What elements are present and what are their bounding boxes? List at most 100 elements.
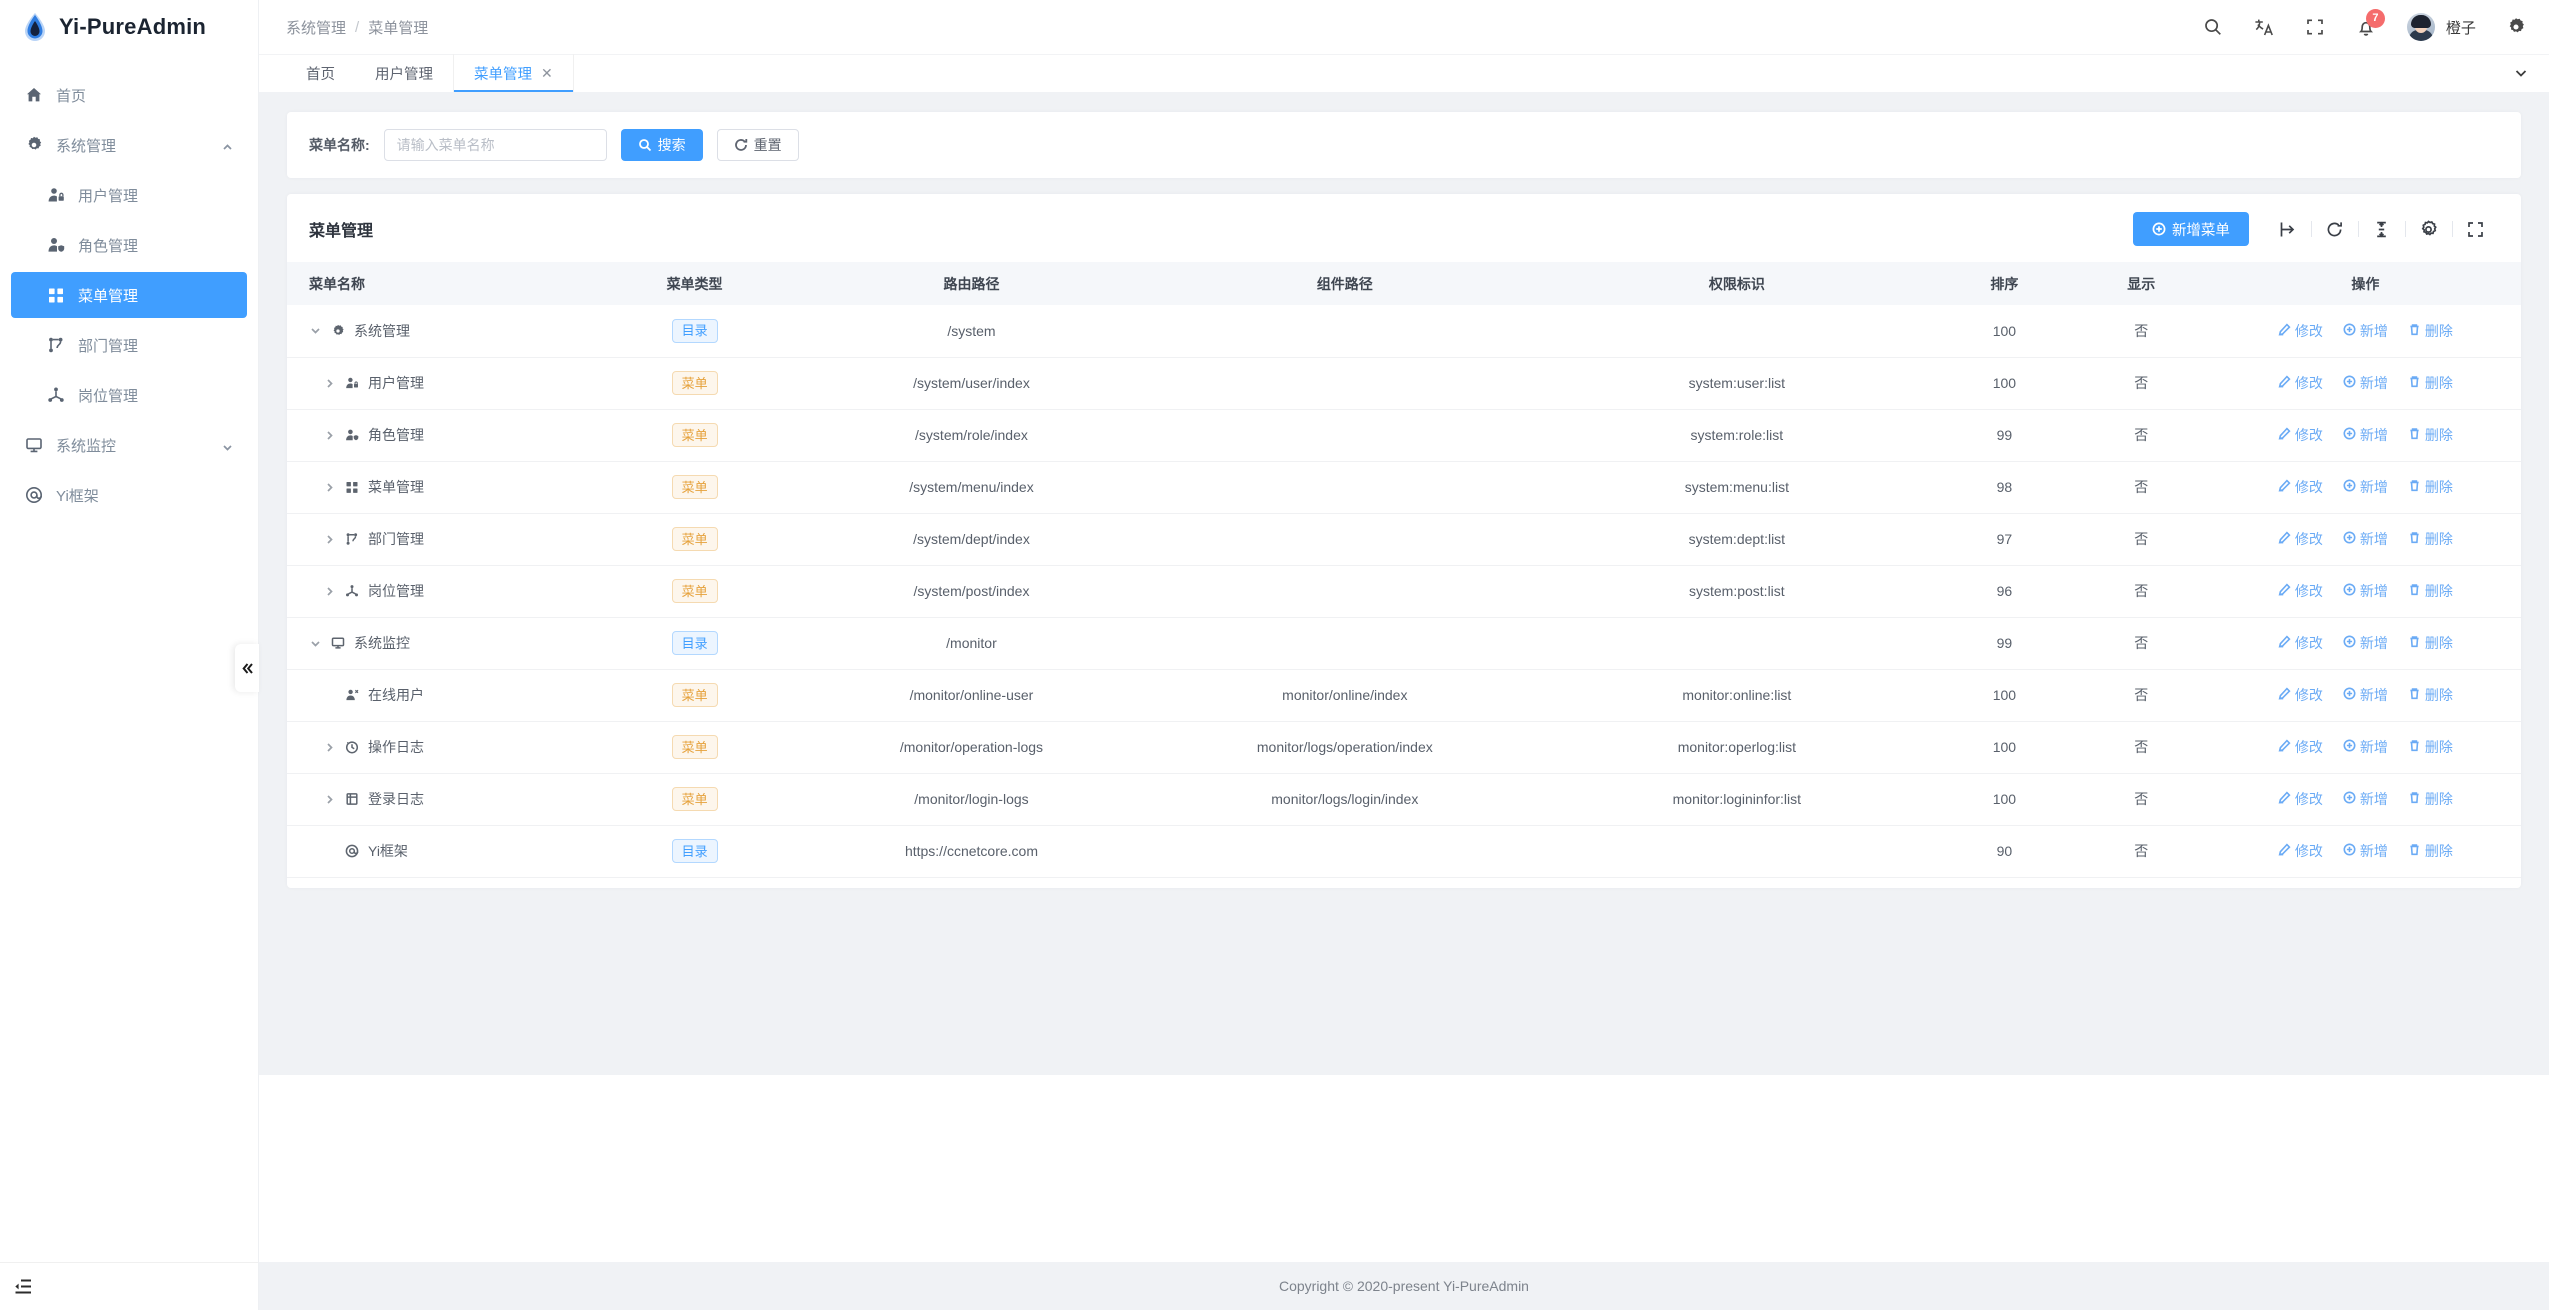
table-row[interactable]: Yi框架 目录 https://ccnetcore.com 90 否 修改 新增 删除	[287, 825, 2521, 878]
delete-button[interactable]: 删除	[2408, 789, 2453, 809]
menu-name-input[interactable]	[383, 129, 607, 161]
col-sort: 排序	[1935, 262, 2073, 305]
sidebar-item-menu-manage[interactable]: 菜单管理	[11, 272, 247, 318]
close-icon[interactable]: ✕	[541, 65, 553, 81]
tab-home[interactable]: 首页	[286, 54, 355, 92]
add-child-button[interactable]: 新增	[2343, 477, 2388, 497]
table-header-bar: 菜单管理 新增菜单	[287, 194, 2521, 262]
row-expander-right-icon[interactable]	[323, 741, 336, 754]
add-menu-button[interactable]: 新增菜单	[2132, 212, 2249, 246]
toolbar-divider	[2357, 221, 2359, 237]
row-expander-right-icon[interactable]	[323, 533, 336, 546]
table-row[interactable]: 系统管理 目录/system 100 否 修改 新增 删除	[287, 305, 2521, 358]
cell-sort: 90	[1935, 825, 2073, 878]
cell-menu-type: 菜单	[598, 669, 792, 722]
table-row[interactable]: 操作日志 菜单/monitor/operation-logs monitor/log…	[287, 721, 2521, 774]
fullscreen-icon[interactable]	[2465, 218, 2487, 240]
sidebar-item-user-manage[interactable]: 用户管理	[11, 172, 247, 218]
bell-icon[interactable]: 7	[2356, 8, 2385, 38]
menu-fold-icon[interactable]	[14, 1277, 33, 1296]
delete-button[interactable]: 删除	[2408, 529, 2453, 549]
sidebar-item-system[interactable]: 系统管理	[11, 122, 247, 168]
notification-badge: 7	[2365, 8, 2385, 28]
delete-button[interactable]: 删除	[2408, 737, 2453, 757]
table-row[interactable]: 角色管理 菜单/system/role/index system:role:list…	[287, 409, 2521, 462]
cell-sort: 96	[1935, 565, 2073, 618]
cell-permission	[1537, 305, 1936, 358]
add-child-button[interactable]: 新增	[2343, 633, 2388, 653]
cell-permission: system:post:list	[1537, 565, 1936, 618]
add-child-button[interactable]: 新增	[2343, 529, 2388, 549]
sidebar-item-yi-framework[interactable]: Yi框架	[11, 472, 247, 518]
add-child-button[interactable]: 新增	[2343, 685, 2388, 705]
add-child-button[interactable]: 新增	[2343, 789, 2388, 809]
edit-button[interactable]: 修改	[2278, 737, 2323, 757]
add-child-button[interactable]: 新增	[2343, 321, 2388, 341]
refresh-icon[interactable]	[2324, 218, 2346, 240]
settings-icon[interactable]	[2418, 218, 2440, 240]
table-row[interactable]: 岗位管理 菜单/system/post/index system:post:list…	[287, 565, 2521, 618]
menu-type-tag: 菜单	[671, 475, 718, 499]
row-expander-right-icon[interactable]	[323, 585, 336, 598]
tabs-more-button[interactable]	[2513, 54, 2529, 92]
edit-button[interactable]: 修改	[2278, 685, 2323, 705]
delete-button[interactable]: 删除	[2408, 633, 2453, 653]
gear-icon[interactable]	[2506, 17, 2527, 38]
search-button[interactable]: 搜索	[620, 129, 703, 161]
add-child-button[interactable]: 新增	[2343, 581, 2388, 601]
delete-button[interactable]: 删除	[2408, 373, 2453, 393]
delete-button[interactable]: 删除	[2408, 581, 2453, 601]
add-child-button[interactable]: 新增	[2343, 373, 2388, 393]
table-row[interactable]: 在线用户 菜单/monitor/online-user monitor/online…	[287, 669, 2521, 722]
user-lock-icon	[46, 185, 66, 205]
edit-button[interactable]: 修改	[2278, 477, 2323, 497]
row-expander-down-icon[interactable]	[309, 324, 322, 337]
row-expander-right-icon[interactable]	[323, 793, 336, 806]
delete-button[interactable]: 删除	[2408, 841, 2453, 861]
delete-button[interactable]: 删除	[2408, 425, 2453, 445]
edit-button[interactable]: 修改	[2278, 789, 2323, 809]
delete-button[interactable]: 删除	[2408, 321, 2453, 341]
row-expander-right-icon[interactable]	[323, 481, 336, 494]
edit-button[interactable]: 修改	[2278, 529, 2323, 549]
add-child-button[interactable]: 新增	[2343, 425, 2388, 445]
translate-icon[interactable]	[2254, 17, 2275, 38]
add-child-button[interactable]: 新增	[2343, 737, 2388, 757]
sidebar-item-role-manage[interactable]: 角色管理	[11, 222, 247, 268]
sidebar-item-monitor[interactable]: 系统监控	[11, 422, 247, 468]
density-icon[interactable]	[2371, 218, 2393, 240]
sidebar-item-post-manage[interactable]: 岗位管理	[11, 372, 247, 418]
table-row[interactable]: 系统监控 目录/monitor 99 否 修改 新增 删除	[287, 617, 2521, 670]
table-row[interactable]: 菜单管理 菜单/system/menu/index system:menu:list…	[287, 461, 2521, 514]
sidebar-item-home[interactable]: 首页	[11, 72, 247, 118]
row-expander-right-icon[interactable]	[323, 429, 336, 442]
tab-menu-manage[interactable]: 菜单管理 ✕	[453, 54, 574, 92]
sidebar-collapse-handle[interactable]	[235, 644, 259, 692]
edit-button[interactable]: 修改	[2278, 373, 2323, 393]
brand[interactable]: Yi-PureAdmin	[0, 0, 258, 54]
table-row[interactable]: 用户管理 菜单/system/user/index system:user:list…	[287, 357, 2521, 410]
table-row[interactable]: 部门管理 菜单/system/dept/index system:dept:list…	[287, 513, 2521, 566]
search-icon[interactable]	[2203, 17, 2224, 38]
fullscreen-icon[interactable]	[2305, 17, 2326, 38]
col-menu-type: 菜单类型	[598, 262, 792, 305]
row-expander-right-icon[interactable]	[323, 377, 336, 390]
tab-user-manage[interactable]: 用户管理	[355, 54, 453, 92]
edit-button[interactable]: 修改	[2278, 633, 2323, 653]
row-expander-down-icon[interactable]	[309, 637, 322, 650]
table-row[interactable]: 登录日志 菜单/monitor/login-logs monitor/logs/lo…	[287, 773, 2521, 826]
delete-button[interactable]: 删除	[2408, 477, 2453, 497]
delete-button[interactable]: 删除	[2408, 685, 2453, 705]
add-child-button[interactable]: 新增	[2343, 841, 2388, 861]
expand-all-icon[interactable]	[2277, 218, 2299, 240]
edit-button[interactable]: 修改	[2278, 425, 2323, 445]
edit-button[interactable]: 修改	[2278, 841, 2323, 861]
sidebar-item-dept-manage[interactable]: 部门管理	[11, 322, 247, 368]
breadcrumb-parent[interactable]: 系统管理	[286, 19, 347, 37]
cell-show: 否	[2072, 825, 2210, 878]
edit-button[interactable]: 修改	[2278, 581, 2323, 601]
user-menu[interactable]: 橙子	[2406, 13, 2476, 41]
edit-button[interactable]: 修改	[2278, 321, 2323, 341]
reset-button[interactable]: 重置	[716, 129, 799, 161]
edit-label: 修改	[2294, 427, 2323, 443]
